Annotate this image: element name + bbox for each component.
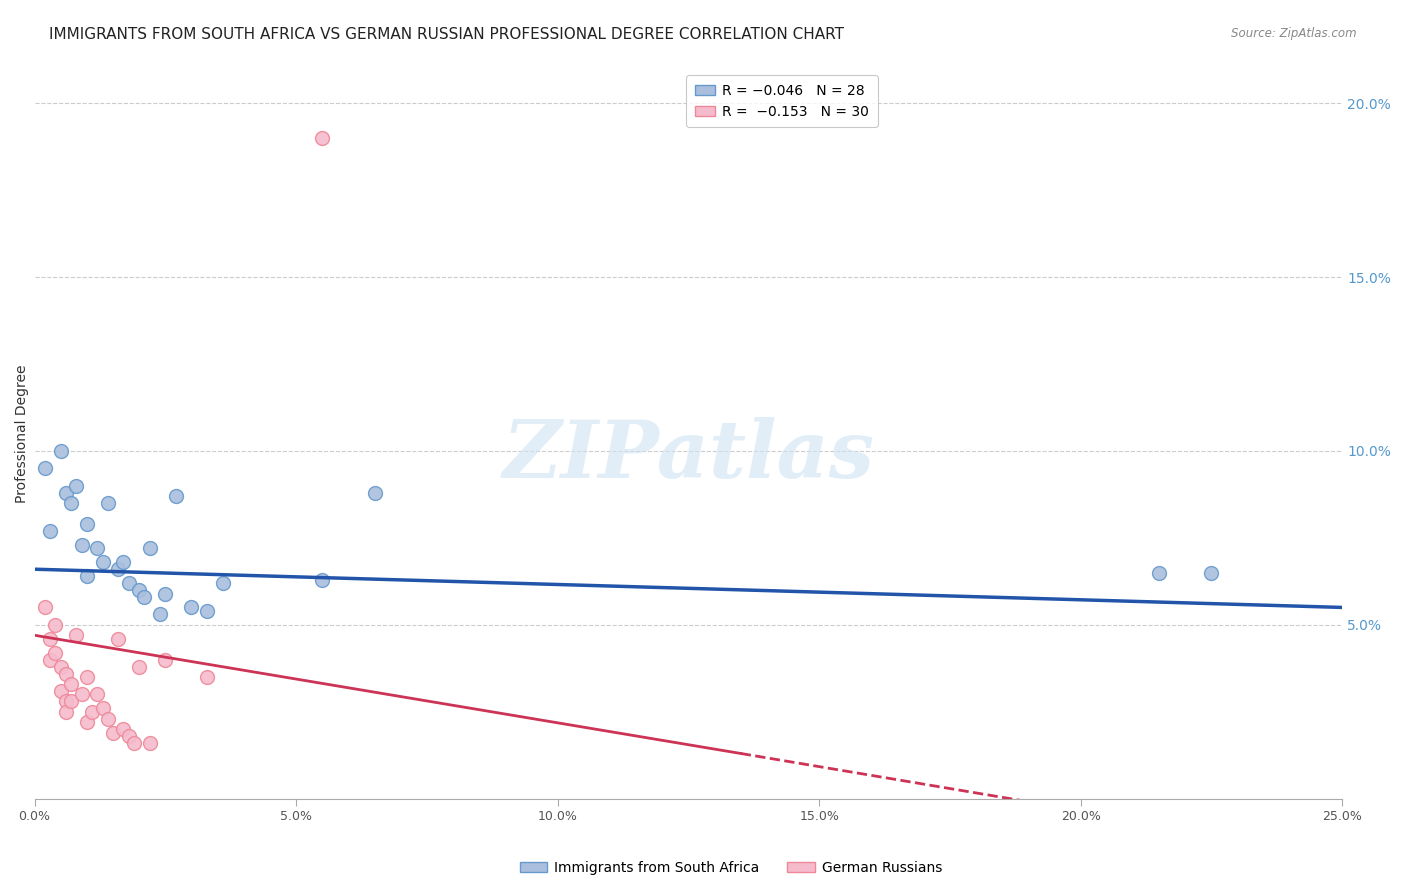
- Point: [138, 736, 160, 750]
- Point: [180, 600, 202, 615]
- Point: [128, 583, 150, 598]
- Point: [311, 573, 333, 587]
- Point: [212, 576, 235, 591]
- Point: [122, 736, 145, 750]
- Point: [34, 600, 56, 615]
- Point: [97, 496, 120, 510]
- Point: [44, 617, 66, 632]
- Point: [107, 562, 129, 576]
- Point: [60, 677, 83, 691]
- Point: [49, 684, 72, 698]
- Point: [55, 694, 77, 708]
- Point: [112, 555, 135, 569]
- Point: [112, 722, 135, 736]
- Text: Source: ZipAtlas.com: Source: ZipAtlas.com: [1232, 27, 1357, 40]
- Text: IMMIGRANTS FROM SOUTH AFRICA VS GERMAN RUSSIAN PROFESSIONAL DEGREE CORRELATION C: IMMIGRANTS FROM SOUTH AFRICA VS GERMAN R…: [49, 27, 844, 42]
- Point: [155, 586, 177, 600]
- Point: [118, 729, 141, 743]
- Point: [76, 569, 98, 583]
- Text: ZIPatlas: ZIPatlas: [502, 417, 875, 494]
- Legend: Immigrants from South Africa, German Russians: Immigrants from South Africa, German Rus…: [515, 855, 948, 880]
- Y-axis label: Professional Degree: Professional Degree: [15, 364, 30, 503]
- Point: [39, 652, 62, 666]
- Point: [60, 694, 83, 708]
- Point: [97, 712, 120, 726]
- Point: [76, 715, 98, 730]
- Point: [195, 604, 218, 618]
- Point: [91, 701, 114, 715]
- Point: [149, 607, 172, 622]
- Point: [82, 705, 104, 719]
- Point: [76, 516, 98, 531]
- Point: [107, 632, 129, 646]
- Point: [363, 485, 385, 500]
- Point: [1147, 566, 1170, 580]
- Point: [86, 687, 108, 701]
- Point: [70, 538, 93, 552]
- Point: [65, 479, 87, 493]
- Point: [165, 489, 187, 503]
- Point: [128, 659, 150, 673]
- Point: [44, 646, 66, 660]
- Point: [39, 632, 62, 646]
- Point: [49, 659, 72, 673]
- Point: [91, 555, 114, 569]
- Point: [55, 666, 77, 681]
- Point: [86, 541, 108, 556]
- Point: [70, 687, 93, 701]
- Point: [195, 670, 218, 684]
- Point: [76, 670, 98, 684]
- Point: [39, 524, 62, 538]
- Point: [34, 461, 56, 475]
- Point: [55, 485, 77, 500]
- Point: [118, 576, 141, 591]
- Point: [55, 705, 77, 719]
- Point: [134, 590, 156, 604]
- Point: [138, 541, 160, 556]
- Legend: R = −0.046   N = 28, R =  −0.153   N = 30: R = −0.046 N = 28, R = −0.153 N = 30: [686, 76, 877, 127]
- Point: [1201, 566, 1223, 580]
- Point: [65, 628, 87, 642]
- Point: [101, 725, 124, 739]
- Point: [60, 496, 83, 510]
- Point: [49, 444, 72, 458]
- Point: [155, 652, 177, 666]
- Point: [311, 131, 333, 145]
